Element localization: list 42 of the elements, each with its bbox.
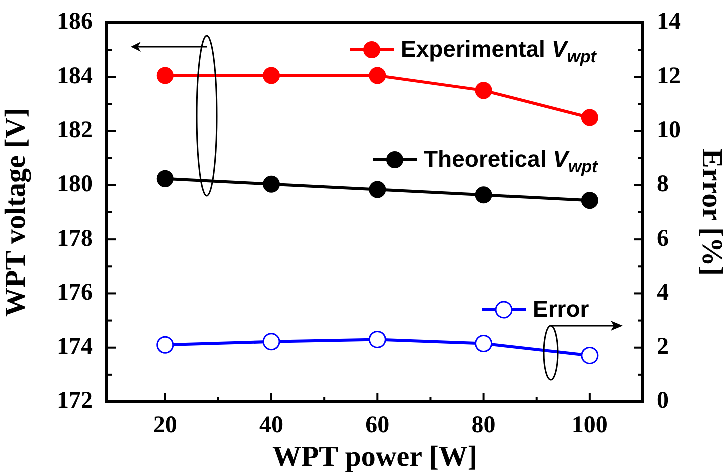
x-tick-label: 40 [260,412,284,439]
y2-tick-label: 4 [657,280,669,306]
y-tick-label: 180 [57,172,93,198]
point [369,181,386,198]
point [156,170,174,188]
y-tick-label: 178 [57,226,93,252]
y2-tick-label: 8 [657,172,669,198]
legend-label: Theoretical V$_{wpt}$ [424,146,598,177]
point [262,333,280,351]
y2-tick-label: 12 [657,63,681,90]
x-tick-label: 80 [472,412,496,439]
point [475,335,493,353]
y2-tick-label: 0 [657,388,669,414]
x-axis-title: WPT power [W] [272,441,478,474]
y2-tick-label: 2 [657,334,669,360]
point [581,109,598,126]
point [263,67,280,84]
y-tick-label: 182 [57,117,93,144]
point [475,82,492,100]
y2-axis-title: Error [%] [696,149,728,276]
point [156,67,174,84]
y-tick-label: 172 [57,388,93,414]
x-tick-label: 100 [572,412,608,439]
y-axis-title: WPT voltage [V] [0,108,32,317]
x-tick-label: 60 [366,412,390,439]
x-tick-label: 20 [153,412,178,439]
point [369,67,386,84]
point [581,192,598,210]
y-tick-label: 176 [57,280,93,306]
point [475,186,492,204]
y-tick-label: 174 [57,334,93,360]
point [156,336,174,354]
y2-tick-label: 6 [657,226,669,252]
legend-label: Error [533,296,590,322]
y-tick-label: 184 [57,63,93,90]
y-tick-label: 186 [57,9,93,36]
y2-tick-label: 14 [657,9,681,36]
point [368,330,386,348]
legend-label: Experimental V$_{wpt}$ [401,36,596,67]
y2-tick-label: 10 [657,117,681,144]
point [263,176,280,193]
point [581,346,599,364]
